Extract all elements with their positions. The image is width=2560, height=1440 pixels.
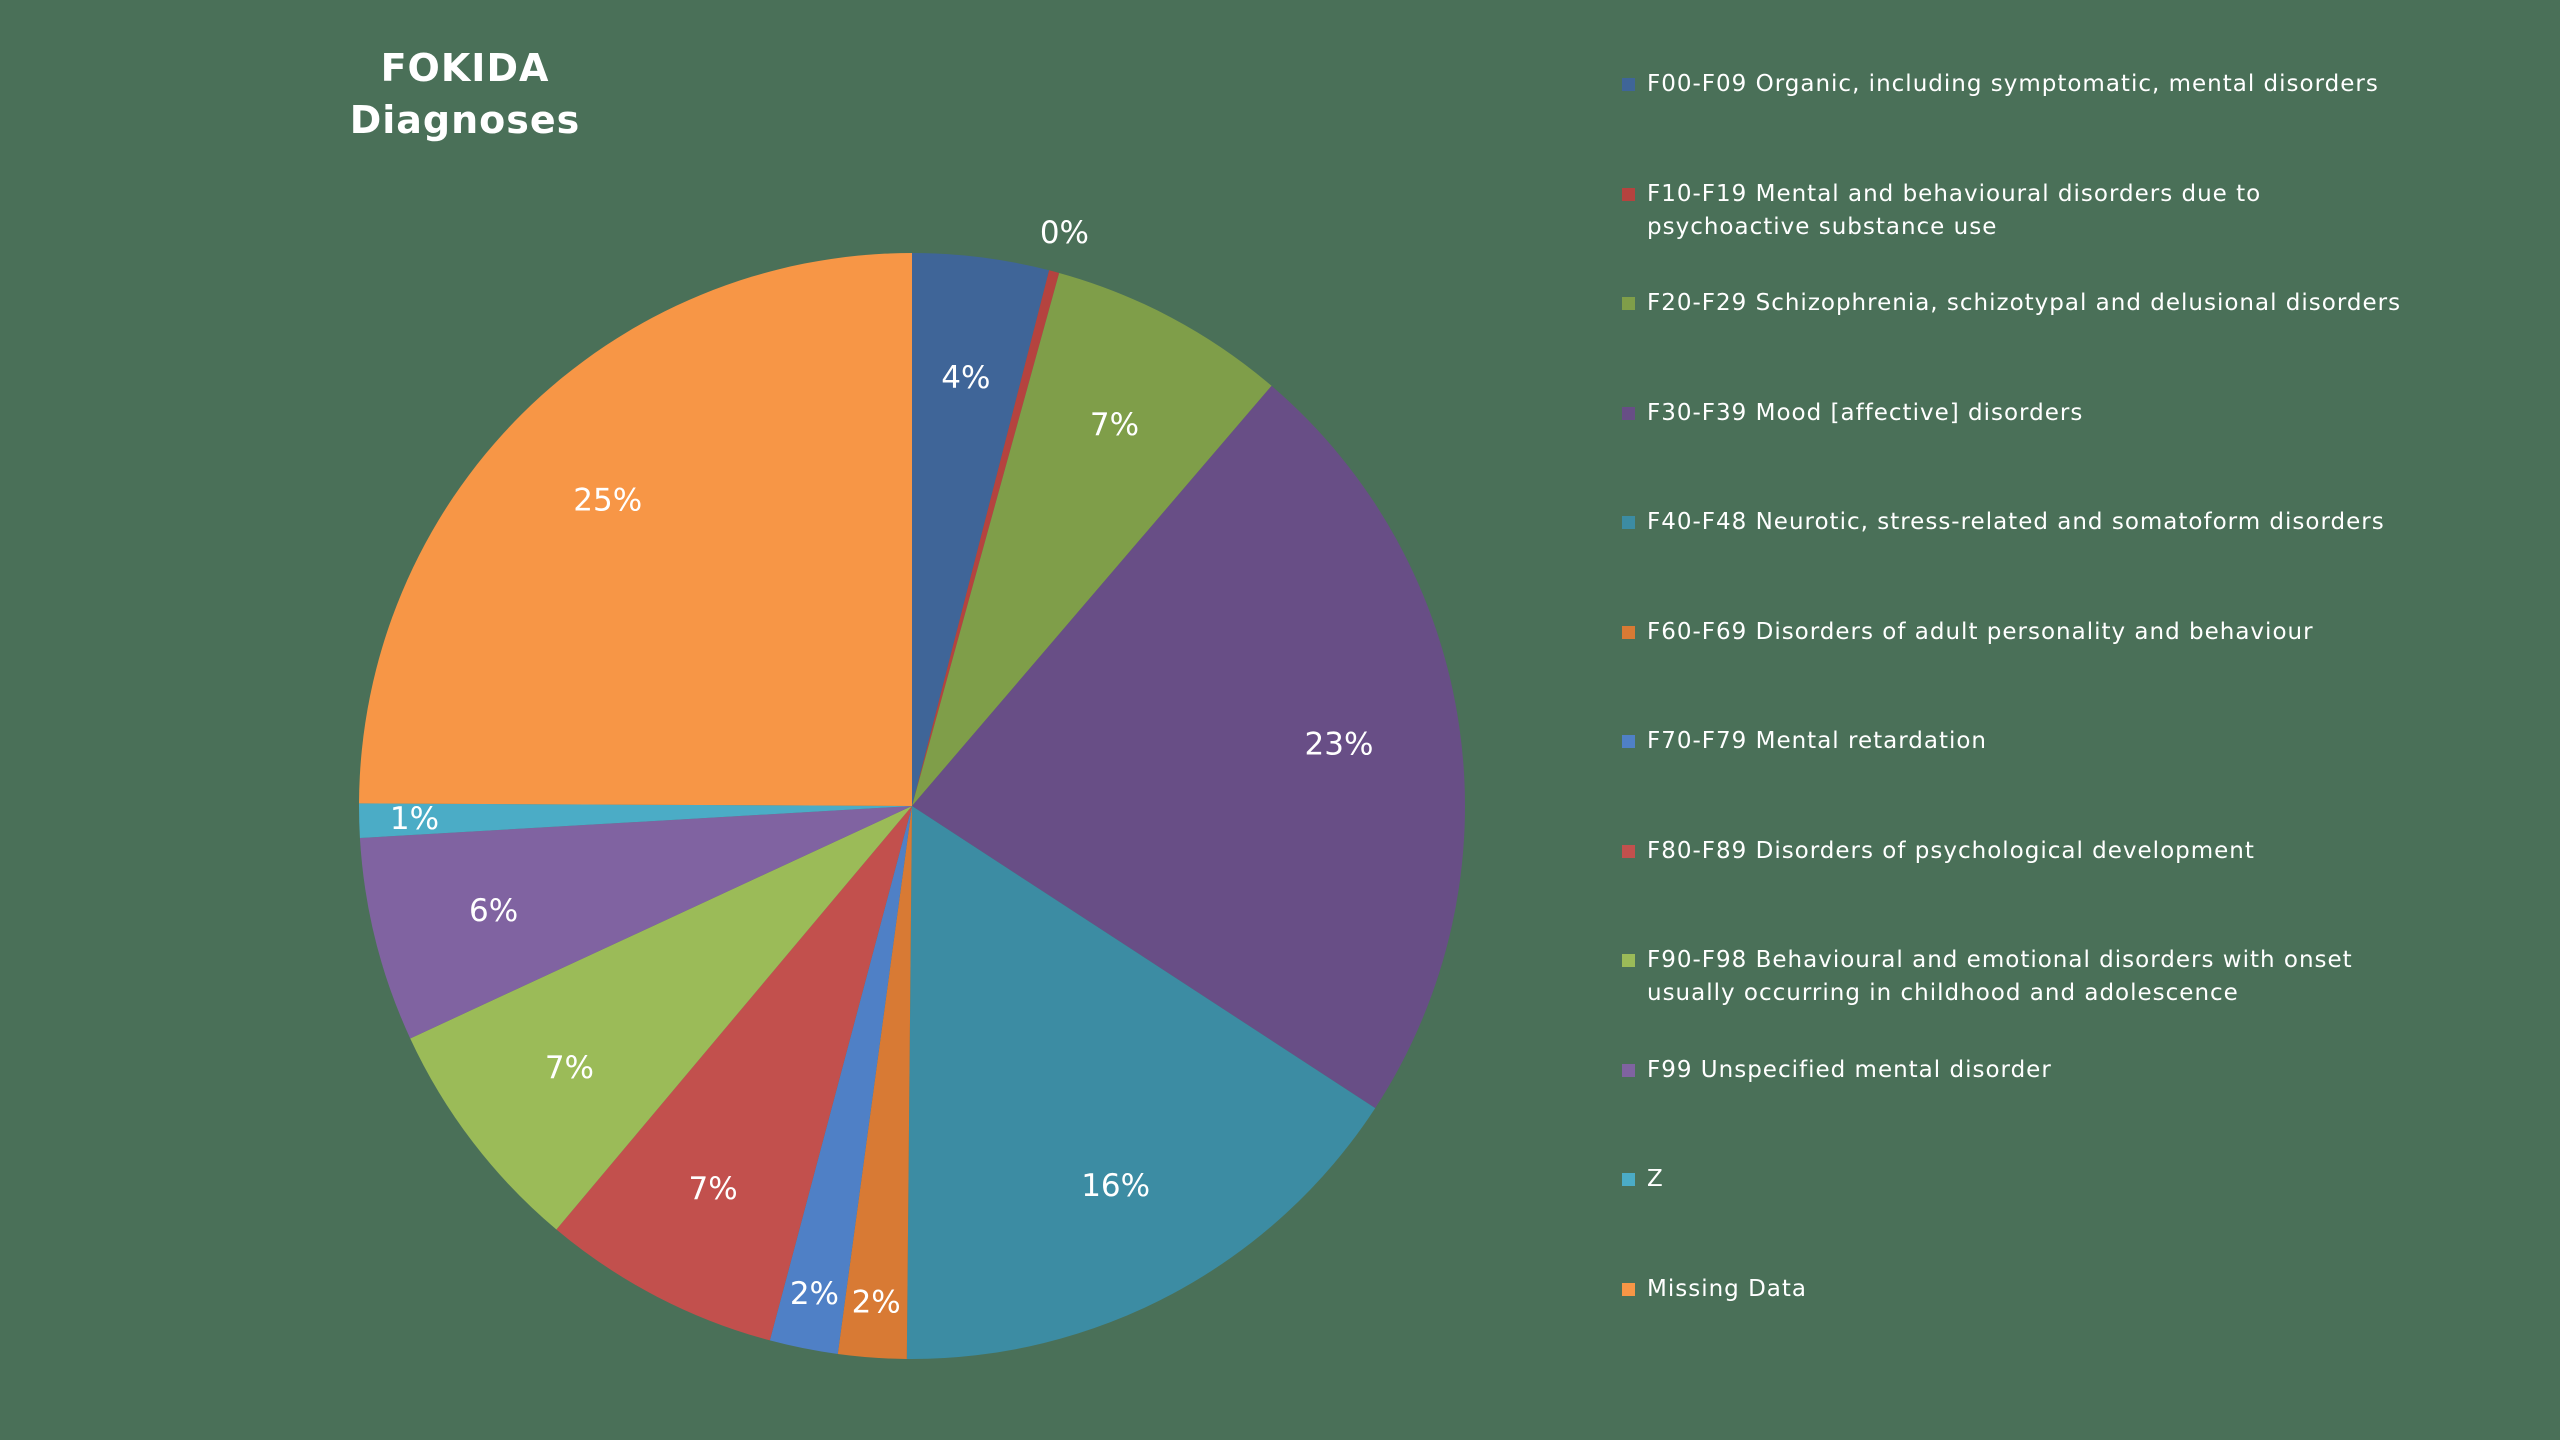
legend-label: F99 Unspecified mental disorder [1647,1056,2052,1083]
pie-slice-3 [912,272,1272,806]
pie-slice-12 [359,253,912,806]
pie-data-label-5: 16% [1081,1168,1150,1204]
pie-data-label-9: 7% [545,1050,594,1086]
pie-data-label-10: 6% [469,893,518,929]
pie-slice-11 [359,803,912,839]
legend-label: F40-F48 Neurotic, stress-related and som… [1647,509,2385,535]
legend-swatch [1622,406,1635,420]
pie-data-labels: 4% 0% 7% 23% 16% 2% 2% 7% 7% 6% 1% 25% [390,215,1374,1320]
pie-slice-4 [912,385,1466,1109]
pie-data-label-12: 25% [573,482,642,518]
legend-label: F80-F89 Disorders of psychological devel… [1647,837,2255,864]
legend-label: F60-F69 Disorders of adult personality a… [1647,618,2314,645]
legend-swatch [1622,844,1635,858]
legend-swatch [1622,1063,1635,1077]
legend-swatch [1622,187,1635,201]
pie-data-label-1: 4% [941,360,990,396]
pie-slice-2 [912,270,1060,807]
legend-swatch [1622,1282,1635,1296]
pie-data-label-4: 23% [1305,727,1374,763]
legend-label: F70-F79 Mental retardation [1647,728,1988,754]
pie-data-label-3: 7% [1090,407,1139,443]
legend-label: Missing Data [1647,1275,1807,1302]
legend-swatch [1622,297,1635,310]
legend-label: F30-F39 Mood [affective] disorders [1647,399,2084,426]
pie-slice-8 [556,806,912,1341]
pie-data-label-8: 7% [689,1171,738,1207]
legend-swatch [1622,735,1635,748]
pie-data-label-7: 2% [790,1276,839,1312]
pie-slice-7 [769,806,912,1354]
legend-label: F90-F98 Behavioural and emotional disord… [1647,947,2353,1006]
legend-swatch [1622,78,1635,91]
legend-label: F00-F09 Organic, including symptomatic, … [1647,71,2379,97]
legend-label: F10-F19 Mental and behavioural disorders… [1647,180,2262,240]
chart-title-line-1: FOKIDA [380,46,550,90]
pie-slice-9 [410,806,912,1230]
pie-data-label-2: 0% [1040,215,1089,251]
pie-slice-5 [906,806,1376,1359]
legend-label: F20-F29 Schizophrenia, schizotypal and d… [1647,290,2402,316]
pie-slice-10 [359,806,913,1039]
chart-title: FOKIDA Diagnoses [265,42,665,146]
pie-data-label-11: 1% [390,801,439,837]
pie-slice-1 [912,253,1050,806]
pie-data-label-6: 2% [852,1284,901,1320]
legend-swatch [1622,516,1635,529]
legend-label: Z [1647,1166,1664,1192]
legend-swatch [1622,625,1635,639]
legend-swatch [1622,1173,1635,1186]
pie-slice-6 [837,806,912,1359]
pie-slices [359,253,1466,1359]
chart-title-line-2: Diagnoses [349,98,581,142]
legend-swatch [1622,954,1635,967]
